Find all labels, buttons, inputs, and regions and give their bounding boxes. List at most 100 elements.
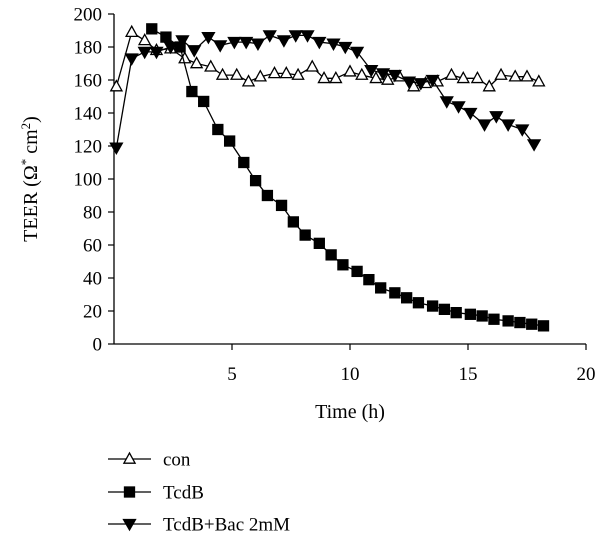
data-point bbox=[400, 292, 413, 304]
data-point bbox=[146, 23, 158, 35]
legend-marker bbox=[122, 451, 137, 464]
y-tick-label: 60 bbox=[83, 236, 102, 257]
data-point bbox=[425, 74, 440, 88]
data-point bbox=[477, 119, 492, 132]
data-point bbox=[464, 308, 477, 320]
data-point bbox=[261, 189, 274, 202]
data-point bbox=[489, 111, 504, 124]
data-point bbox=[494, 67, 508, 80]
data-point bbox=[375, 282, 387, 294]
data-point bbox=[401, 76, 417, 89]
data-point bbox=[238, 156, 250, 169]
data-point bbox=[451, 101, 466, 114]
data-point bbox=[124, 53, 139, 66]
data-point bbox=[215, 67, 230, 80]
data-point bbox=[329, 70, 343, 84]
data-point bbox=[287, 216, 300, 228]
data-point bbox=[137, 46, 152, 60]
data-point bbox=[515, 124, 530, 137]
data-point bbox=[364, 64, 379, 78]
data-point bbox=[438, 303, 451, 316]
data-point bbox=[488, 313, 500, 325]
data-point bbox=[186, 85, 198, 98]
x-tick-label: 10 bbox=[341, 364, 360, 385]
data-point bbox=[526, 318, 538, 330]
data-point bbox=[502, 315, 514, 327]
legend-entry: TcdB bbox=[108, 483, 204, 504]
data-point bbox=[239, 36, 254, 50]
data-point bbox=[439, 96, 454, 109]
data-point bbox=[537, 320, 550, 332]
y-ticks: 0 20 40 60 80 100 120 140 160 180 200 bbox=[74, 5, 114, 356]
data-point bbox=[526, 139, 542, 152]
y-tick-label: 180 bbox=[74, 38, 103, 59]
data-point bbox=[149, 46, 164, 60]
x-tick-label: 15 bbox=[459, 364, 478, 385]
data-point bbox=[369, 70, 383, 84]
data-point bbox=[337, 259, 349, 271]
data-point bbox=[178, 51, 192, 64]
legend-entry: TcdB+Bac 2mM bbox=[108, 515, 290, 536]
y-axis-title-sup2: 2 bbox=[18, 123, 33, 130]
data-point bbox=[109, 79, 124, 92]
x-tick-label: 20 bbox=[577, 364, 596, 385]
y-axis-title-mid: cm bbox=[20, 129, 42, 159]
data-point bbox=[375, 68, 391, 81]
data-point bbox=[389, 287, 401, 299]
data-point bbox=[387, 69, 402, 83]
data-point bbox=[288, 30, 303, 43]
data-point bbox=[349, 46, 365, 60]
y-axis-title-sup1: * bbox=[18, 159, 33, 166]
data-point bbox=[201, 31, 216, 45]
data-point bbox=[262, 30, 277, 43]
data-point bbox=[204, 59, 218, 72]
y-tick-label: 40 bbox=[83, 269, 102, 290]
data-point bbox=[230, 67, 244, 80]
data-point bbox=[279, 66, 293, 79]
series-0 bbox=[109, 24, 546, 92]
y-tick-label: 0 bbox=[93, 335, 103, 356]
data-point bbox=[125, 24, 139, 37]
series-2 bbox=[109, 30, 542, 155]
data-point bbox=[212, 123, 224, 136]
data-point bbox=[470, 70, 485, 84]
data-point bbox=[520, 69, 534, 82]
data-point bbox=[456, 70, 470, 84]
data-point bbox=[413, 78, 428, 91]
legend: con TcdB TcdB+Bac 2mM bbox=[108, 450, 290, 536]
legend-label: TcdB+Bac 2mM bbox=[163, 515, 290, 536]
y-tick-label: 200 bbox=[74, 5, 103, 26]
data-point bbox=[317, 70, 331, 84]
data-point bbox=[412, 297, 425, 309]
data-point bbox=[482, 79, 496, 92]
data-point bbox=[514, 316, 526, 329]
data-point bbox=[532, 74, 546, 87]
data-point bbox=[160, 31, 172, 43]
y-axis-title-end: ) bbox=[20, 116, 42, 123]
legend-label: con bbox=[163, 450, 191, 471]
data-point bbox=[312, 36, 327, 50]
data-point bbox=[381, 72, 395, 85]
data-point bbox=[463, 107, 478, 121]
data-point bbox=[163, 41, 178, 55]
data-point bbox=[299, 229, 311, 241]
data-point bbox=[476, 310, 488, 322]
plot-area bbox=[109, 23, 550, 332]
series-line bbox=[115, 31, 540, 88]
y-tick-label: 120 bbox=[74, 137, 103, 158]
data-point bbox=[407, 79, 421, 92]
legend-marker bbox=[122, 518, 137, 532]
data-point bbox=[338, 41, 353, 55]
data-point bbox=[189, 56, 204, 69]
data-point bbox=[109, 142, 124, 155]
data-point bbox=[426, 300, 439, 312]
legend-marker bbox=[123, 486, 136, 498]
data-point bbox=[275, 199, 288, 212]
legend-entry: con bbox=[108, 450, 191, 471]
data-point bbox=[325, 249, 337, 261]
data-point bbox=[175, 35, 190, 48]
data-point bbox=[300, 30, 315, 43]
legend-label: TcdB bbox=[163, 483, 204, 504]
data-point bbox=[355, 67, 369, 80]
data-point bbox=[241, 74, 256, 87]
